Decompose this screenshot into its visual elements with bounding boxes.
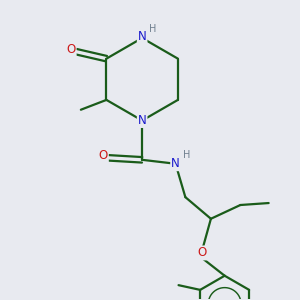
Text: H: H <box>183 150 190 160</box>
Text: H: H <box>149 24 157 34</box>
Text: N: N <box>138 114 146 127</box>
Text: O: O <box>99 149 108 162</box>
Text: N: N <box>171 157 180 170</box>
Text: O: O <box>198 246 207 260</box>
Text: N: N <box>138 30 146 43</box>
Text: O: O <box>66 43 76 56</box>
